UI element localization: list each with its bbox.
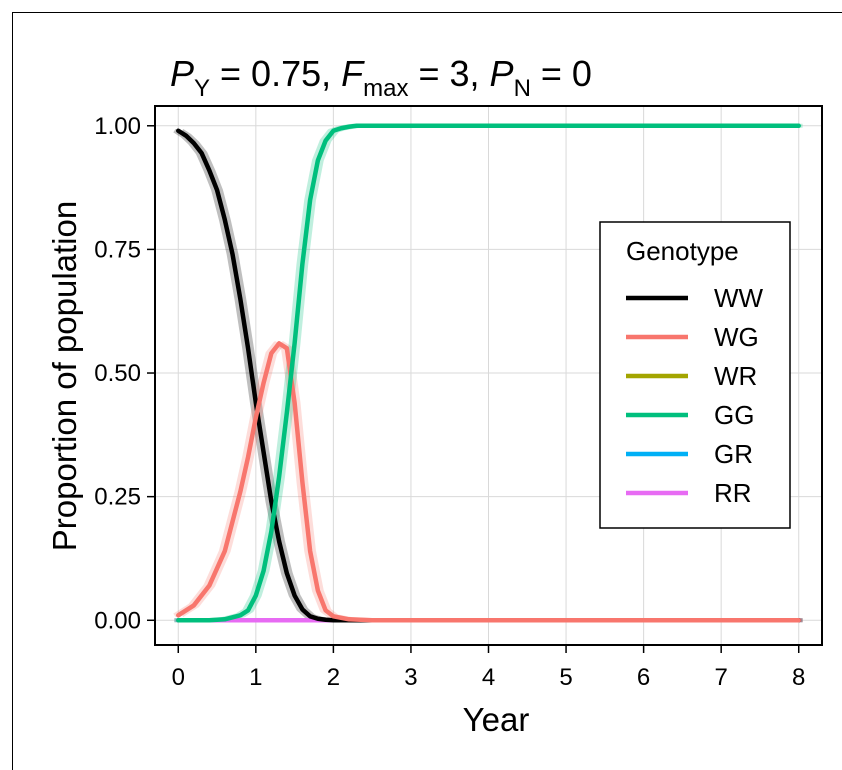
- legend-label-wr: WR: [714, 361, 757, 391]
- x-tick-label: 2: [327, 664, 340, 691]
- legend-title: Genotype: [626, 236, 739, 266]
- y-tick-label: 0.00: [94, 607, 141, 634]
- y-axis-label: Proportion of population: [46, 201, 83, 551]
- x-tick-label: 5: [559, 664, 572, 691]
- figure-frame: [12, 12, 842, 770]
- chart-title: PY = 0.75, Fmax = 3, PN = 0: [170, 53, 592, 102]
- series-line-gg: [176, 123, 801, 623]
- legend-label-ww: WW: [714, 283, 764, 313]
- series-lines: [176, 123, 801, 623]
- title-f-value: = 3,: [408, 53, 489, 94]
- x-tick-label: 0: [172, 664, 185, 691]
- x-axis: 0 1 2 3 4 5 6 7 8: [172, 645, 805, 691]
- legend-label-gr: GR: [714, 439, 753, 469]
- title-py-sub: Y: [194, 75, 210, 102]
- series-line-wg: [176, 341, 801, 623]
- x-tick-label: 4: [482, 664, 495, 691]
- title-pn-value: = 0: [531, 53, 592, 94]
- x-tick-label: 1: [249, 664, 262, 691]
- legend-label-wg: WG: [714, 322, 759, 352]
- x-axis-label: Year: [463, 701, 530, 738]
- y-axis: 0.00 0.25 0.50 0.75 1.00: [94, 113, 155, 634]
- legend-label-gg: GG: [714, 400, 754, 430]
- legend-entries: WW WG WR GG GR RR: [626, 283, 764, 508]
- x-tick-label: 3: [404, 664, 417, 691]
- title-pn-symbol: P: [490, 53, 514, 94]
- title-f-symbol: F: [341, 53, 365, 94]
- y-tick-label: 0.75: [94, 236, 141, 263]
- x-tick-label: 6: [637, 664, 650, 691]
- title-py-symbol: P: [170, 53, 194, 94]
- x-tick-label: 8: [792, 664, 805, 691]
- legend-label-rr: RR: [714, 478, 752, 508]
- y-tick-label: 0.25: [94, 484, 141, 511]
- title-pn-sub: N: [514, 75, 531, 102]
- title-f-sub: max: [363, 75, 408, 102]
- x-tick-label: 7: [714, 664, 727, 691]
- y-tick-label: 1.00: [94, 113, 141, 140]
- legend: Genotype WW WG WR GG GR RR: [599, 221, 791, 529]
- title-py-value: = 0.75,: [210, 53, 341, 94]
- y-tick-label: 0.50: [94, 360, 141, 387]
